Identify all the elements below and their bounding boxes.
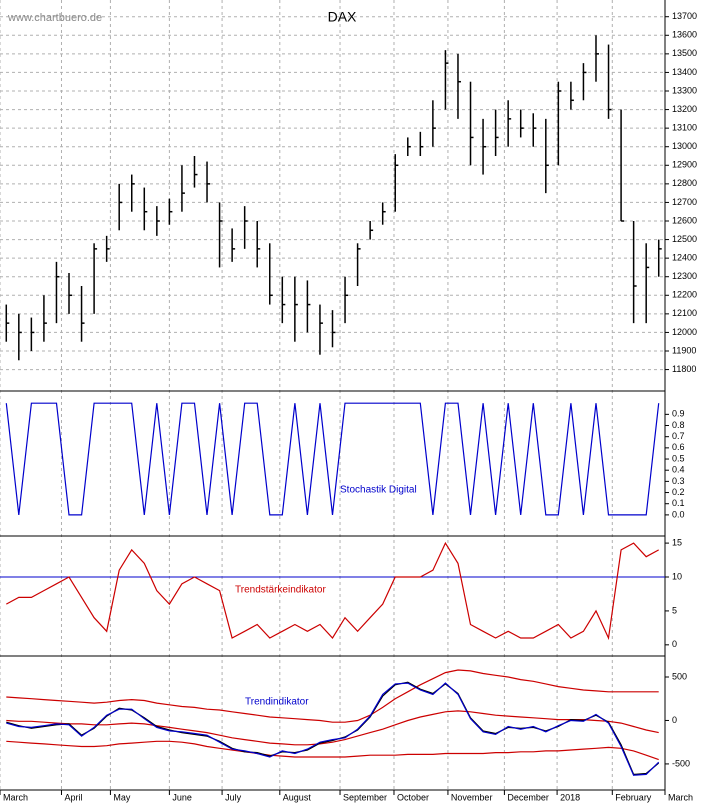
y-tick-label: 13200	[672, 104, 697, 114]
x-tick-label: March	[3, 792, 28, 802]
y-tick-label: 12800	[672, 178, 697, 188]
series-line	[6, 541, 659, 641]
y-tick-label: 0.9	[672, 409, 685, 419]
x-tick-label: March	[668, 792, 693, 802]
series-line	[6, 682, 660, 776]
x-tick-label: April	[64, 792, 82, 802]
grid-layer	[0, 0, 666, 790]
x-tick-label: October	[397, 792, 429, 802]
y-tick-label: 500	[672, 671, 687, 681]
y-tick-label: 10	[672, 571, 682, 581]
series-line	[6, 669, 659, 723]
y-tick-label: 0.8	[672, 420, 685, 430]
y-tick-label: 0.7	[672, 431, 685, 441]
x-tick-label: July	[225, 792, 242, 802]
y-tick-label: 12500	[672, 234, 697, 244]
x-tick-label: June	[172, 792, 192, 802]
x-tick-label: December	[507, 792, 549, 802]
y-tick-label: 12900	[672, 160, 697, 170]
y-tick-label: 0.6	[672, 442, 685, 452]
y-tick-label: 13100	[672, 123, 697, 133]
y-tick-label: 12700	[672, 197, 697, 207]
y-tick-label: 13700	[672, 11, 697, 21]
x-tick-label: February	[615, 792, 652, 802]
y-tick-label: 11800	[672, 364, 696, 374]
y-tick-label: -500	[672, 758, 690, 768]
series-line	[5, 402, 660, 516]
panel-label: Stochastik Digital	[340, 485, 417, 496]
watermark: www.chartbuero.de	[7, 12, 102, 24]
y-tick-label: 5	[672, 605, 677, 615]
x-tick-label: September	[343, 792, 387, 802]
x-tick-label: May	[113, 792, 131, 802]
y-tick-label: 12600	[672, 215, 697, 225]
y-tick-label: 0.0	[672, 509, 685, 519]
y-tick-label: 13400	[672, 67, 697, 77]
y-tick-label: 11900	[672, 345, 696, 355]
y-tick-label: 12200	[672, 290, 697, 300]
y-tick-label: 0	[672, 715, 677, 725]
y-tick-label: 0.1	[672, 498, 685, 508]
y-tick-label: 12300	[672, 271, 697, 281]
y-tick-label: 13600	[672, 30, 697, 40]
y-tick-label: 0.4	[672, 465, 685, 475]
x-tick-label: November	[451, 792, 493, 802]
y-tick-label: 0	[672, 639, 677, 649]
chart-title: DAX	[328, 9, 357, 25]
y-tick-label: 12400	[672, 253, 697, 263]
panel-label: Trendindikator	[245, 697, 309, 708]
series-line	[6, 710, 659, 746]
y-tick-label: 13500	[672, 48, 697, 58]
series-line	[6, 740, 659, 761]
y-tick-label: 13300	[672, 85, 697, 95]
y-tick-label: 15	[672, 537, 682, 547]
y-tick-label: 0.2	[672, 487, 685, 497]
panel-label: Trendstärkeindikator	[235, 585, 326, 596]
y-tick-label: 12000	[672, 327, 697, 337]
y-tick-label: 13000	[672, 141, 697, 151]
y-tick-label: 0.3	[672, 476, 685, 486]
y-tick-label: 12100	[672, 308, 697, 318]
x-tick-label: August	[283, 792, 312, 802]
y-tick-label: 0.5	[672, 453, 685, 463]
x-tick-label: 2018	[560, 792, 580, 802]
